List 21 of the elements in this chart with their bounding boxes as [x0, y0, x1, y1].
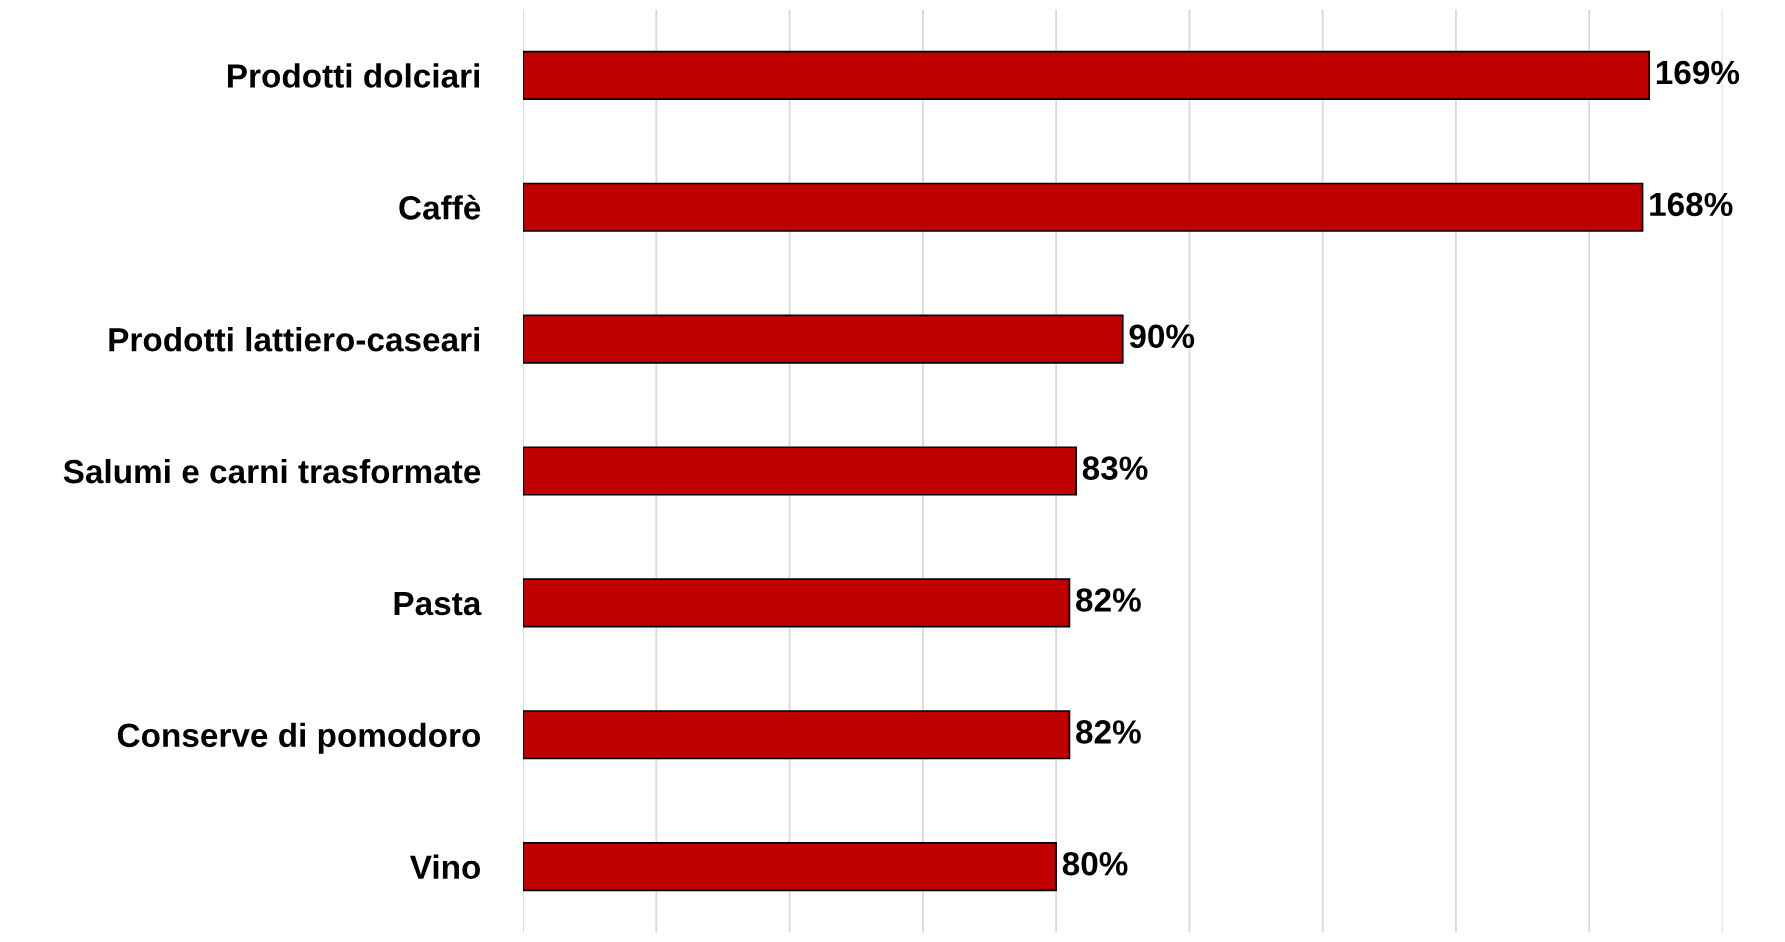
- bar: [523, 314, 1124, 364]
- data-label: 82%: [1076, 588, 1141, 612]
- bar: [523, 446, 1077, 496]
- bar: [523, 578, 1071, 628]
- y-tick-label: Caffè: [399, 194, 481, 220]
- y-tick-label: Pasta: [394, 592, 482, 616]
- y-tick-label: Conserve di pomodoro: [117, 722, 481, 754]
- data-label: 83%: [1082, 456, 1148, 480]
- y-tick-label: Salumi e carni trasformate: [63, 458, 481, 484]
- y-tick-label: Prodotti lattiero-caseari: [109, 327, 479, 352]
- y-tick-label: Vino: [409, 854, 481, 880]
- bar: [523, 50, 1651, 100]
- data-label: 168%: [1650, 192, 1733, 217]
- data-label: 169%: [1656, 60, 1740, 85]
- data-label: 80%: [1062, 851, 1128, 876]
- y-tick-label: Prodotti dolciari: [228, 63, 479, 88]
- data-label: 82%: [1076, 720, 1141, 744]
- bar: [523, 710, 1071, 760]
- data-label: 90%: [1129, 324, 1195, 349]
- bar: [523, 842, 1057, 892]
- bar: [523, 182, 1644, 232]
